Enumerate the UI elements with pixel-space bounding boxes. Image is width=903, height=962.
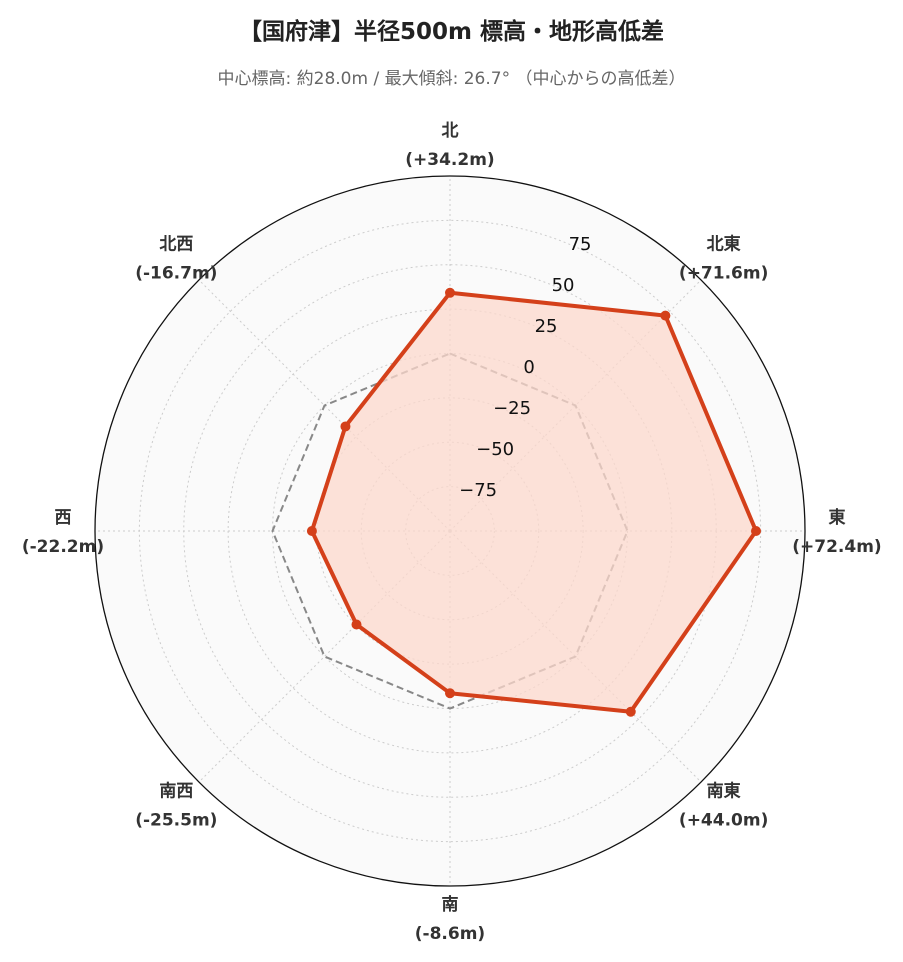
grid-spoke <box>198 279 451 532</box>
chart-title: 【国府津】半径500m 標高・地形高低差 <box>239 19 664 45</box>
outer-ring <box>94 175 806 887</box>
direction-name: 北 <box>442 121 459 141</box>
direction-value: (+34.2m) <box>405 150 494 170</box>
direction-value: (-16.7m) <box>135 263 217 283</box>
direction-value: (-25.5m) <box>135 811 217 831</box>
direction-label: 東 (+72.4m) <box>792 507 881 557</box>
direction-name: 東 <box>829 507 846 528</box>
tick-label: 75 <box>569 234 592 255</box>
direction-value: (+71.6m) <box>679 263 768 283</box>
tick-label: −50 <box>476 439 514 460</box>
tick-label: −75 <box>459 480 497 501</box>
direction-name: 西 <box>55 508 72 528</box>
direction-label: 南 (-8.6m) <box>415 894 485 944</box>
tick-label: 0 <box>523 357 534 378</box>
data-point <box>445 688 455 699</box>
data-point <box>625 706 636 717</box>
direction-name: 北東 <box>707 233 741 254</box>
direction-name: 北西 <box>159 234 193 254</box>
direction-value: (-22.2m) <box>22 537 104 557</box>
data-point <box>340 421 351 432</box>
direction-name: 南 <box>442 894 459 915</box>
direction-label: 北 (+34.2m) <box>405 121 494 170</box>
tick-label: −25 <box>493 398 531 419</box>
data-point <box>660 310 671 321</box>
direction-label: 南東 (+44.0m) <box>679 781 768 831</box>
direction-name: 南西 <box>159 781 193 802</box>
tick-labels: −75 −50 −25 025 50 75 <box>459 234 591 501</box>
direction-label: 南西 (-25.5m) <box>135 781 217 831</box>
data-point <box>445 287 455 298</box>
direction-labels: 北 (+34.2m) 北東 (+71.6m) 東 (+72.4m) 南東 (+44.0m) 南 (… <box>22 121 882 944</box>
chart-subtitle: 中心標高: 約28.0m / 最大傾斜: 26.7° （中心からの高低差） <box>217 69 686 89</box>
tick-label: 25 <box>535 316 558 337</box>
series-area <box>311 292 756 712</box>
data-point <box>306 526 317 536</box>
series-layer <box>306 287 762 717</box>
data-point <box>351 619 362 630</box>
direction-name: 南東 <box>707 781 741 802</box>
direction-value: (+44.0m) <box>679 811 768 831</box>
direction-label: 西 (-22.2m) <box>22 508 104 557</box>
data-point <box>751 526 762 536</box>
direction-value: (+72.4m) <box>792 537 881 557</box>
grid-spoke <box>449 530 702 783</box>
direction-label: 北西 (-16.7m) <box>135 234 217 283</box>
direction-value: (-8.6m) <box>415 924 485 944</box>
grid-spoke <box>198 530 451 783</box>
tick-label: 50 <box>552 275 575 296</box>
direction-label: 北東 (+71.6m) <box>679 233 768 283</box>
